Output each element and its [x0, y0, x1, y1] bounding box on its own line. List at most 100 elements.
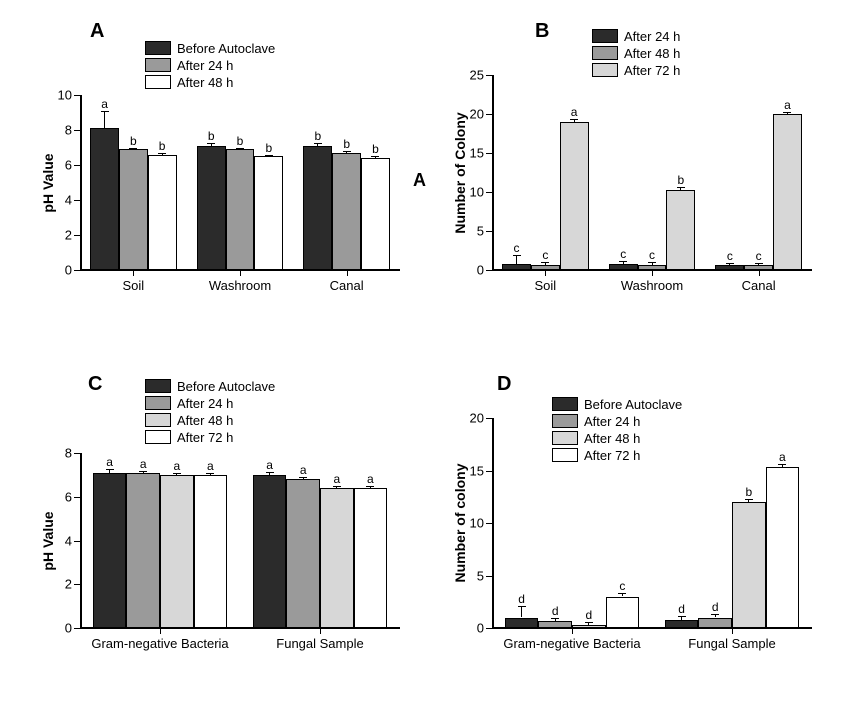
- bar: [715, 265, 744, 270]
- bar: [766, 467, 800, 628]
- significance-label: a: [571, 105, 578, 119]
- significance-label: b: [745, 485, 752, 499]
- legend-item: Before Autoclave: [145, 40, 275, 56]
- panel-b: B After 24 hAfter 48 hAfter 72 h 0510152…: [427, 20, 834, 358]
- bar: [194, 475, 228, 628]
- x-tick-label: Fungal Sample: [688, 636, 775, 651]
- x-tick-label: Fungal Sample: [276, 636, 363, 651]
- significance-label: a: [367, 472, 374, 486]
- bar: [773, 114, 802, 270]
- y-tick-label: 8: [48, 123, 72, 138]
- x-tick-label: Washroom: [209, 278, 271, 293]
- bar: [505, 618, 539, 629]
- panel-b-label: B: [535, 20, 549, 43]
- significance-label: c: [514, 241, 520, 255]
- x-tick-label: Gram-negative Bacteria: [91, 636, 228, 651]
- bar: [303, 146, 332, 270]
- bar: [148, 155, 177, 271]
- bar: [286, 479, 320, 628]
- y-tick-label: 10: [48, 88, 72, 103]
- legend-label: After 48 h: [177, 75, 233, 90]
- significance-label: c: [649, 248, 655, 262]
- legend-item: Before Autoclave: [552, 396, 682, 412]
- legend-swatch: [145, 75, 171, 89]
- panel-c-chart: 02468Gram-negative BacteriaaaaaFungal Sa…: [80, 453, 400, 628]
- significance-label: c: [620, 247, 626, 261]
- significance-label: a: [784, 98, 791, 112]
- panel-a-label: A: [90, 20, 104, 43]
- significance-label: a: [106, 455, 113, 469]
- x-tick-label: Canal: [742, 278, 776, 293]
- bar: [538, 621, 572, 628]
- significance-label: a: [101, 97, 108, 111]
- bar: [609, 264, 638, 270]
- bar: [560, 122, 589, 270]
- panel-c: C Before AutoclaveAfter 24 hAfter 48 hAf…: [20, 358, 427, 696]
- y-tick-label: 2: [48, 228, 72, 243]
- significance-label: a: [333, 472, 340, 486]
- bar: [320, 488, 354, 628]
- y-tick-label: 0: [460, 621, 484, 636]
- panel-d-ylabel: Number of colony: [452, 463, 468, 582]
- x-tick-label: Washroom: [621, 278, 683, 293]
- bar: [197, 146, 226, 270]
- panel-b-ylabel: Number of Colony: [452, 112, 468, 233]
- significance-label: d: [518, 592, 525, 606]
- significance-label: d: [552, 604, 559, 618]
- legend-swatch: [145, 379, 171, 393]
- significance-label: b: [372, 142, 379, 156]
- significance-label: b: [237, 134, 244, 148]
- significance-label: d: [678, 602, 685, 616]
- legend-swatch: [592, 29, 618, 43]
- y-tick-label: 2: [48, 577, 72, 592]
- significance-label: c: [542, 248, 548, 262]
- significance-label: b: [315, 129, 322, 143]
- legend-item: After 48 h: [592, 45, 680, 61]
- significance-label: a: [140, 457, 147, 471]
- legend-item: After 72 h: [145, 429, 275, 445]
- bar: [572, 625, 606, 628]
- significance-label: b: [130, 134, 137, 148]
- panel-a-ylabel: pH Value: [40, 153, 56, 212]
- panel-a-legend: Before AutoclaveAfter 24 h After 48 h: [145, 40, 275, 91]
- legend-label: After 24 h: [177, 396, 233, 411]
- legend-item: After 24 h: [145, 395, 275, 411]
- legend-item: After 24 h: [145, 57, 275, 73]
- bar: [531, 265, 560, 270]
- y-tick-label: 0: [48, 263, 72, 278]
- bar: [638, 265, 667, 270]
- y-tick-label: 0: [48, 621, 72, 636]
- y-tick-label: 25: [460, 68, 484, 83]
- significance-label: a: [300, 463, 307, 477]
- bar: [253, 475, 287, 628]
- significance-label: a: [207, 459, 214, 473]
- legend-swatch: [145, 41, 171, 55]
- legend-swatch: [145, 396, 171, 410]
- x-tick-label: Canal: [330, 278, 364, 293]
- figure-grid: A Before AutoclaveAfter 24 hAfter 48 h 0…: [20, 20, 834, 696]
- panel-b-legend: After 24 hAfter 48 hAfter 72 h: [592, 28, 680, 79]
- x-tick-label: Soil: [534, 278, 556, 293]
- y-tick-label: 6: [48, 489, 72, 504]
- legend-label: Before Autoclave: [177, 379, 275, 394]
- bar: [90, 128, 119, 270]
- legend-swatch: [592, 46, 618, 60]
- significance-label: a: [266, 458, 273, 472]
- legend-item: After 48 h: [145, 74, 275, 90]
- bar: [361, 158, 390, 270]
- bar: [502, 264, 531, 270]
- bar: [126, 473, 160, 628]
- x-tick-label: Gram-negative Bacteria: [503, 636, 640, 651]
- panel-d: D Before AutoclaveAfter 24 hAfter 48 hAf…: [427, 358, 834, 696]
- panel-a: A Before AutoclaveAfter 24 h After 48 h 0…: [20, 20, 427, 358]
- bar: [665, 620, 699, 628]
- significance-label: b: [343, 137, 350, 151]
- legend-label: After 72 h: [177, 430, 233, 445]
- significance-label: c: [756, 249, 762, 263]
- legend-label: Before Autoclave: [177, 41, 275, 56]
- legend-label: Before Autoclave: [584, 397, 682, 412]
- panel-c-label: C: [88, 373, 102, 396]
- bar: [332, 153, 361, 270]
- significance-label: d: [712, 600, 719, 614]
- legend-swatch: [145, 58, 171, 72]
